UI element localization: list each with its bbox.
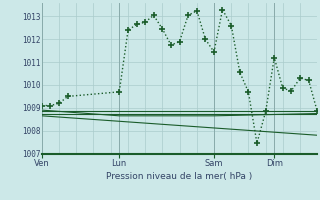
X-axis label: Pression niveau de la mer( hPa ): Pression niveau de la mer( hPa )	[107, 172, 253, 181]
